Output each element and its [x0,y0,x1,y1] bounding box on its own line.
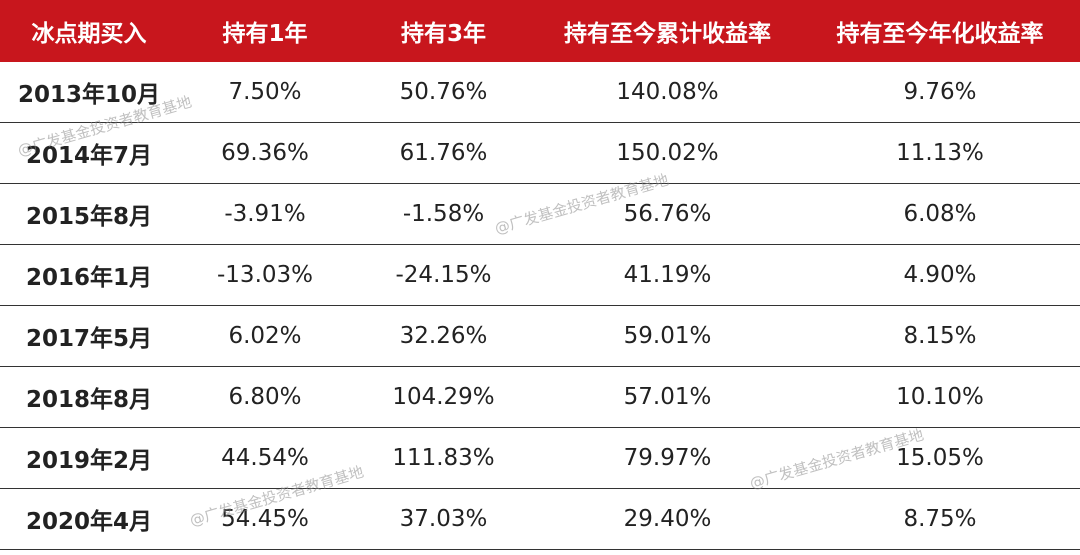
row-label: 2016年1月 [0,244,178,306]
table-cell: 8.75% [800,488,1080,550]
table-cell: 79.97% [535,427,800,489]
table-cell: 50.76% [352,62,535,123]
table-cell: 54.45% [178,488,352,550]
table-cell: -13.03% [178,244,352,306]
table-row: 2013年10月 7.50% 50.76% 140.08% 9.76% [0,62,1080,123]
table-cell: 69.36% [178,122,352,184]
table-cell: 61.76% [352,122,535,184]
column-header: 持有至今年化收益率 [800,0,1080,62]
row-label: 2019年2月 [0,427,178,489]
table-cell: 57.01% [535,366,800,428]
row-label: 2017年5月 [0,305,178,367]
row-label: 2018年8月 [0,366,178,428]
table-body: 2013年10月 7.50% 50.76% 140.08% 9.76% 2014年7月 69… [0,62,1080,550]
table-cell: 4.90% [800,244,1080,306]
table-cell: 11.13% [800,122,1080,184]
table-cell: 56.76% [535,183,800,245]
table-cell: 32.26% [352,305,535,367]
table-cell: 9.76% [800,62,1080,123]
column-header: 持有至今累计收益率 [535,0,800,62]
row-label: 2013年10月 [0,62,178,123]
table-cell: 8.15% [800,305,1080,367]
table-cell: 6.80% [178,366,352,428]
table-row: 2017年5月 6.02% 32.26% 59.01% 8.15% [0,305,1080,367]
table-row: 2018年8月 6.80% 104.29% 57.01% 10.10% [0,366,1080,428]
table-cell: 10.10% [800,366,1080,428]
table-cell: -1.58% [352,183,535,245]
table-cell: 59.01% [535,305,800,367]
table-cell: 6.02% [178,305,352,367]
table-cell: 7.50% [178,62,352,123]
table-row: 2014年7月 69.36% 61.76% 150.02% 11.13% [0,122,1080,184]
table-cell: -3.91% [178,183,352,245]
table-row: 2015年8月 -3.91% -1.58% 56.76% 6.08% [0,183,1080,245]
table-cell: 140.08% [535,62,800,123]
table-cell: 150.02% [535,122,800,184]
table-cell: 29.40% [535,488,800,550]
table-cell: 37.03% [352,488,535,550]
row-label: 2015年8月 [0,183,178,245]
column-header: 冰点期买入 [0,0,178,62]
table-row: 2020年4月 54.45% 37.03% 29.40% 8.75% [0,488,1080,550]
table-row: 2016年1月 -13.03% -24.15% 41.19% 4.90% [0,244,1080,306]
table-cell: 41.19% [535,244,800,306]
table-cell: 104.29% [352,366,535,428]
table-cell: -24.15% [352,244,535,306]
column-header: 持有3年 [352,0,535,62]
header-row: 冰点期买入 持有1年 持有3年 持有至今累计收益率 持有至今年化收益率 [0,0,1080,62]
row-label: 2014年7月 [0,122,178,184]
column-header: 持有1年 [178,0,352,62]
table-cell: 15.05% [800,427,1080,489]
table-row: 2019年2月 44.54% 111.83% 79.97% 15.05% [0,427,1080,489]
row-label: 2020年4月 [0,488,178,550]
table-cell: 111.83% [352,427,535,489]
table-cell: 6.08% [800,183,1080,245]
table-cell: 44.54% [178,427,352,489]
